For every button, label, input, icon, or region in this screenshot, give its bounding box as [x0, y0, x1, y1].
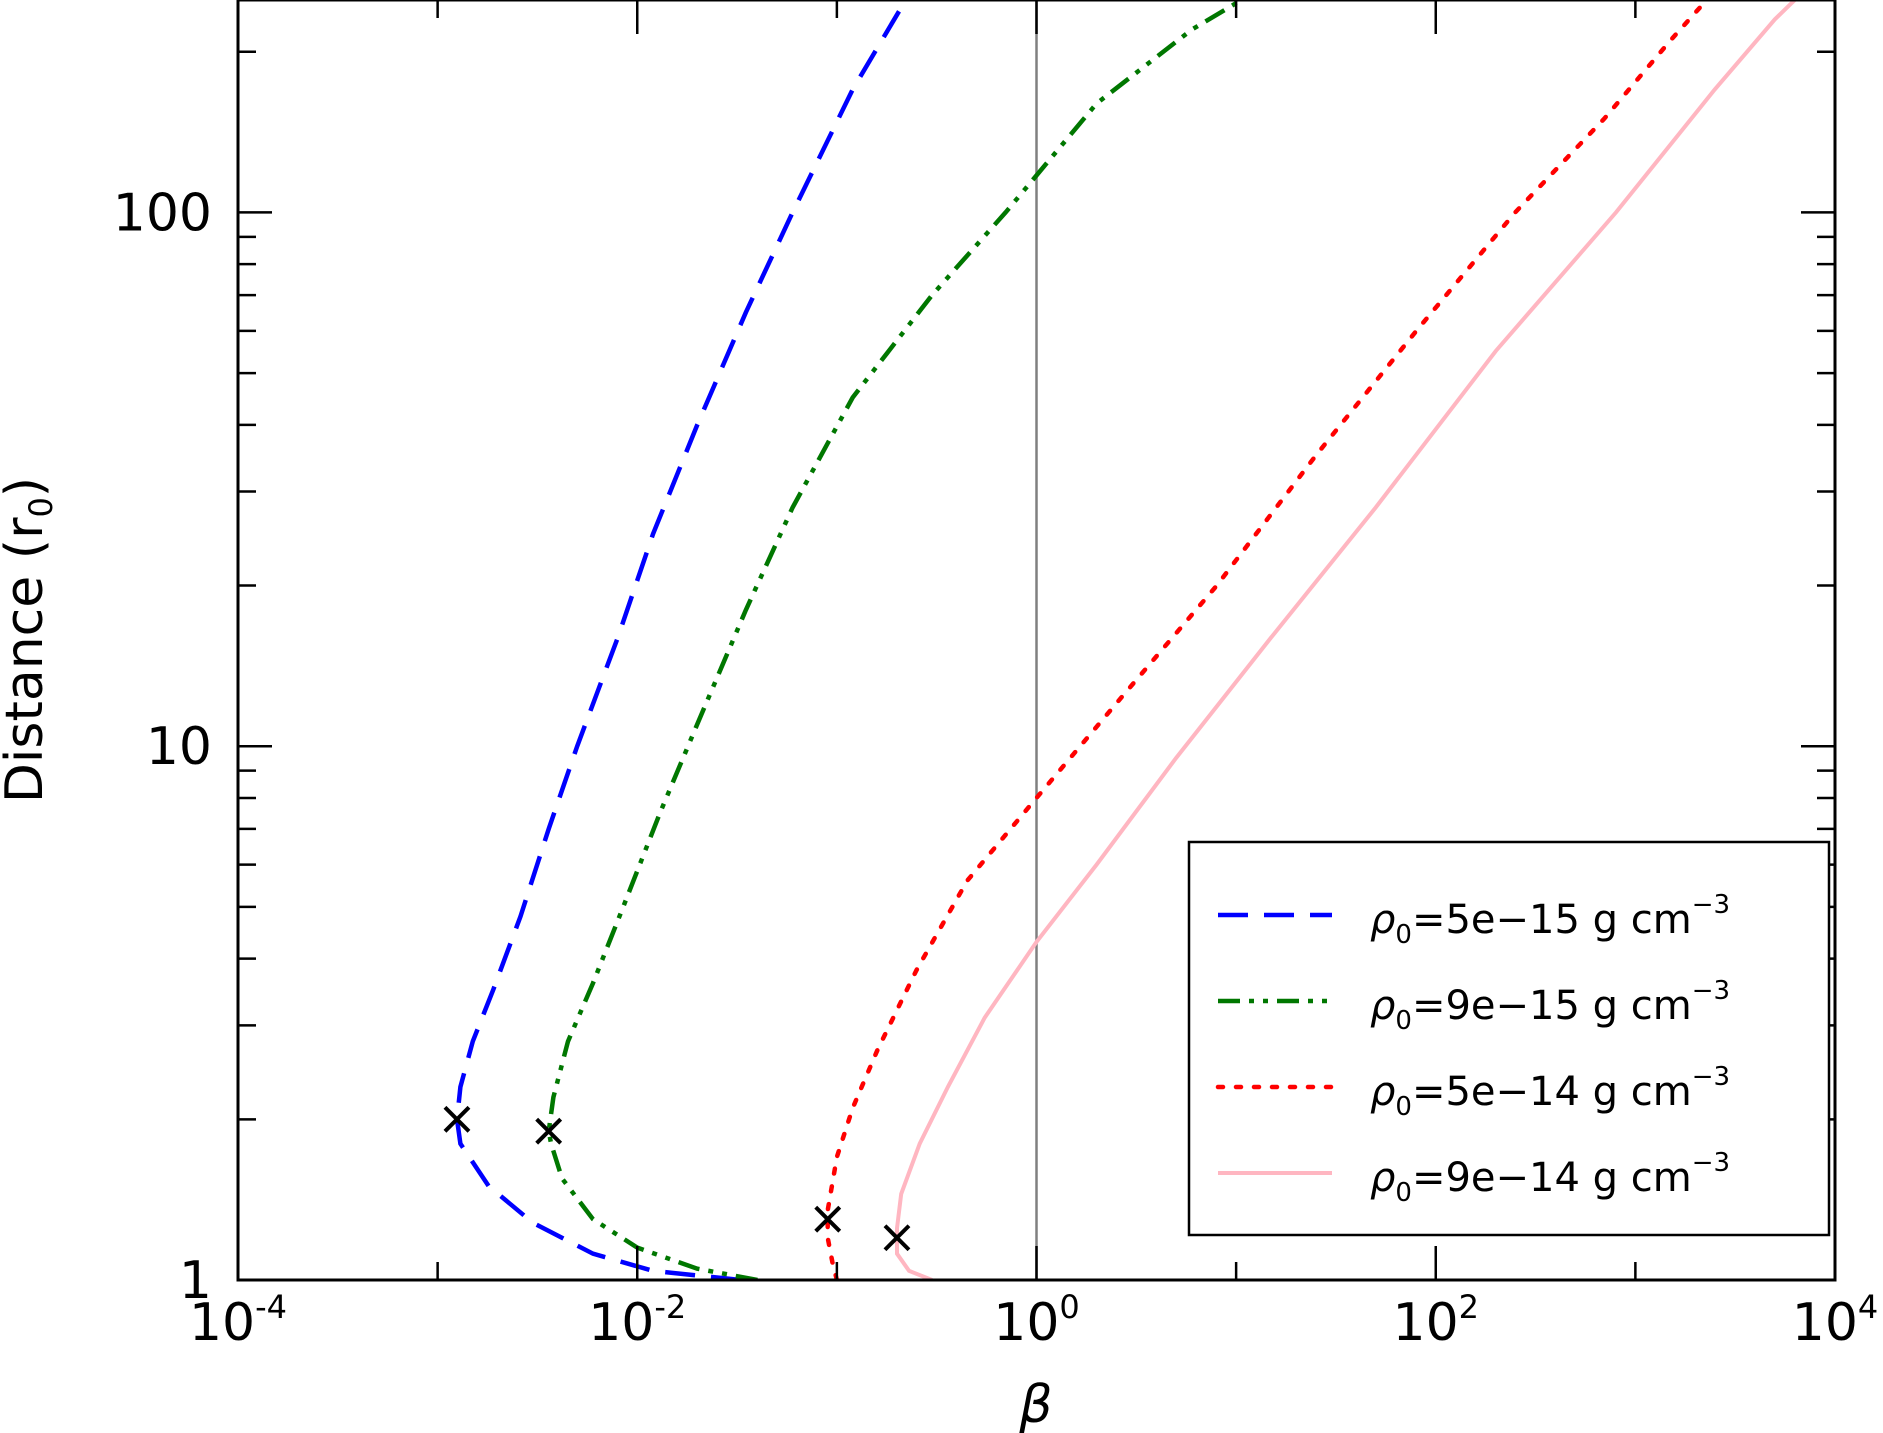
plot-frame	[236, 0, 1837, 1282]
series-marker-1	[443, 1105, 471, 1133]
legend-label-3: ρ0=5e−14 g cm−3	[1370, 1062, 1730, 1122]
legend: ρ0=5e−15 g cm−3 ρ0=9e−15 g cm−3 ρ0=5e−14 g…	[1187, 840, 1831, 1237]
x-tick-label-2: 10-2	[588, 1288, 686, 1353]
y-axis-title-end: )	[0, 477, 55, 497]
y-axis-title: Distance (r0)	[0, 477, 60, 803]
y-tick-labels: 1 10 100	[113, 183, 212, 1311]
legend-label-4: ρ0=9e−14 g cm−3	[1370, 1148, 1730, 1208]
y-tick-label-2: 10	[146, 717, 212, 777]
x-tick-label-5: 104	[1792, 1288, 1879, 1353]
legend-label-2: ρ0=9e−15 g cm−3	[1370, 976, 1730, 1036]
legend-frame	[1187, 840, 1831, 1237]
y-tick-label-3: 100	[113, 183, 212, 243]
series-line-1	[454, 0, 909, 1280]
x-tick-labels: 10-4 10-2 100 102 104	[189, 1288, 1878, 1353]
series-line-4	[895, 0, 1798, 1280]
legend-items: ρ0=5e−15 g cm−3 ρ0=9e−15 g cm−3 ρ0=5e−14 g…	[1215, 890, 1730, 1208]
legend-label-1: ρ0=5e−15 g cm−3	[1370, 890, 1730, 950]
series-marker-2	[535, 1117, 563, 1145]
x-axis-title: β	[1018, 1375, 1052, 1433]
x-tick-label-4: 102	[1392, 1288, 1479, 1353]
series-marker-4	[883, 1224, 911, 1252]
y-axis-title-sub: 0	[22, 497, 60, 517]
y-tick-label-1: 1	[179, 1251, 212, 1311]
y-axis-title-main: Distance (r	[0, 517, 55, 803]
x-tick-label-3: 100	[993, 1288, 1080, 1353]
series-layer	[454, 0, 1798, 1280]
series-line-2	[546, 0, 1246, 1280]
x-tick-label-1: 10-4	[189, 1288, 287, 1353]
marker-layer	[443, 1105, 911, 1252]
tick-layer	[236, 0, 1837, 1282]
series-marker-3	[814, 1205, 842, 1233]
series-line-3	[825, 0, 1710, 1280]
